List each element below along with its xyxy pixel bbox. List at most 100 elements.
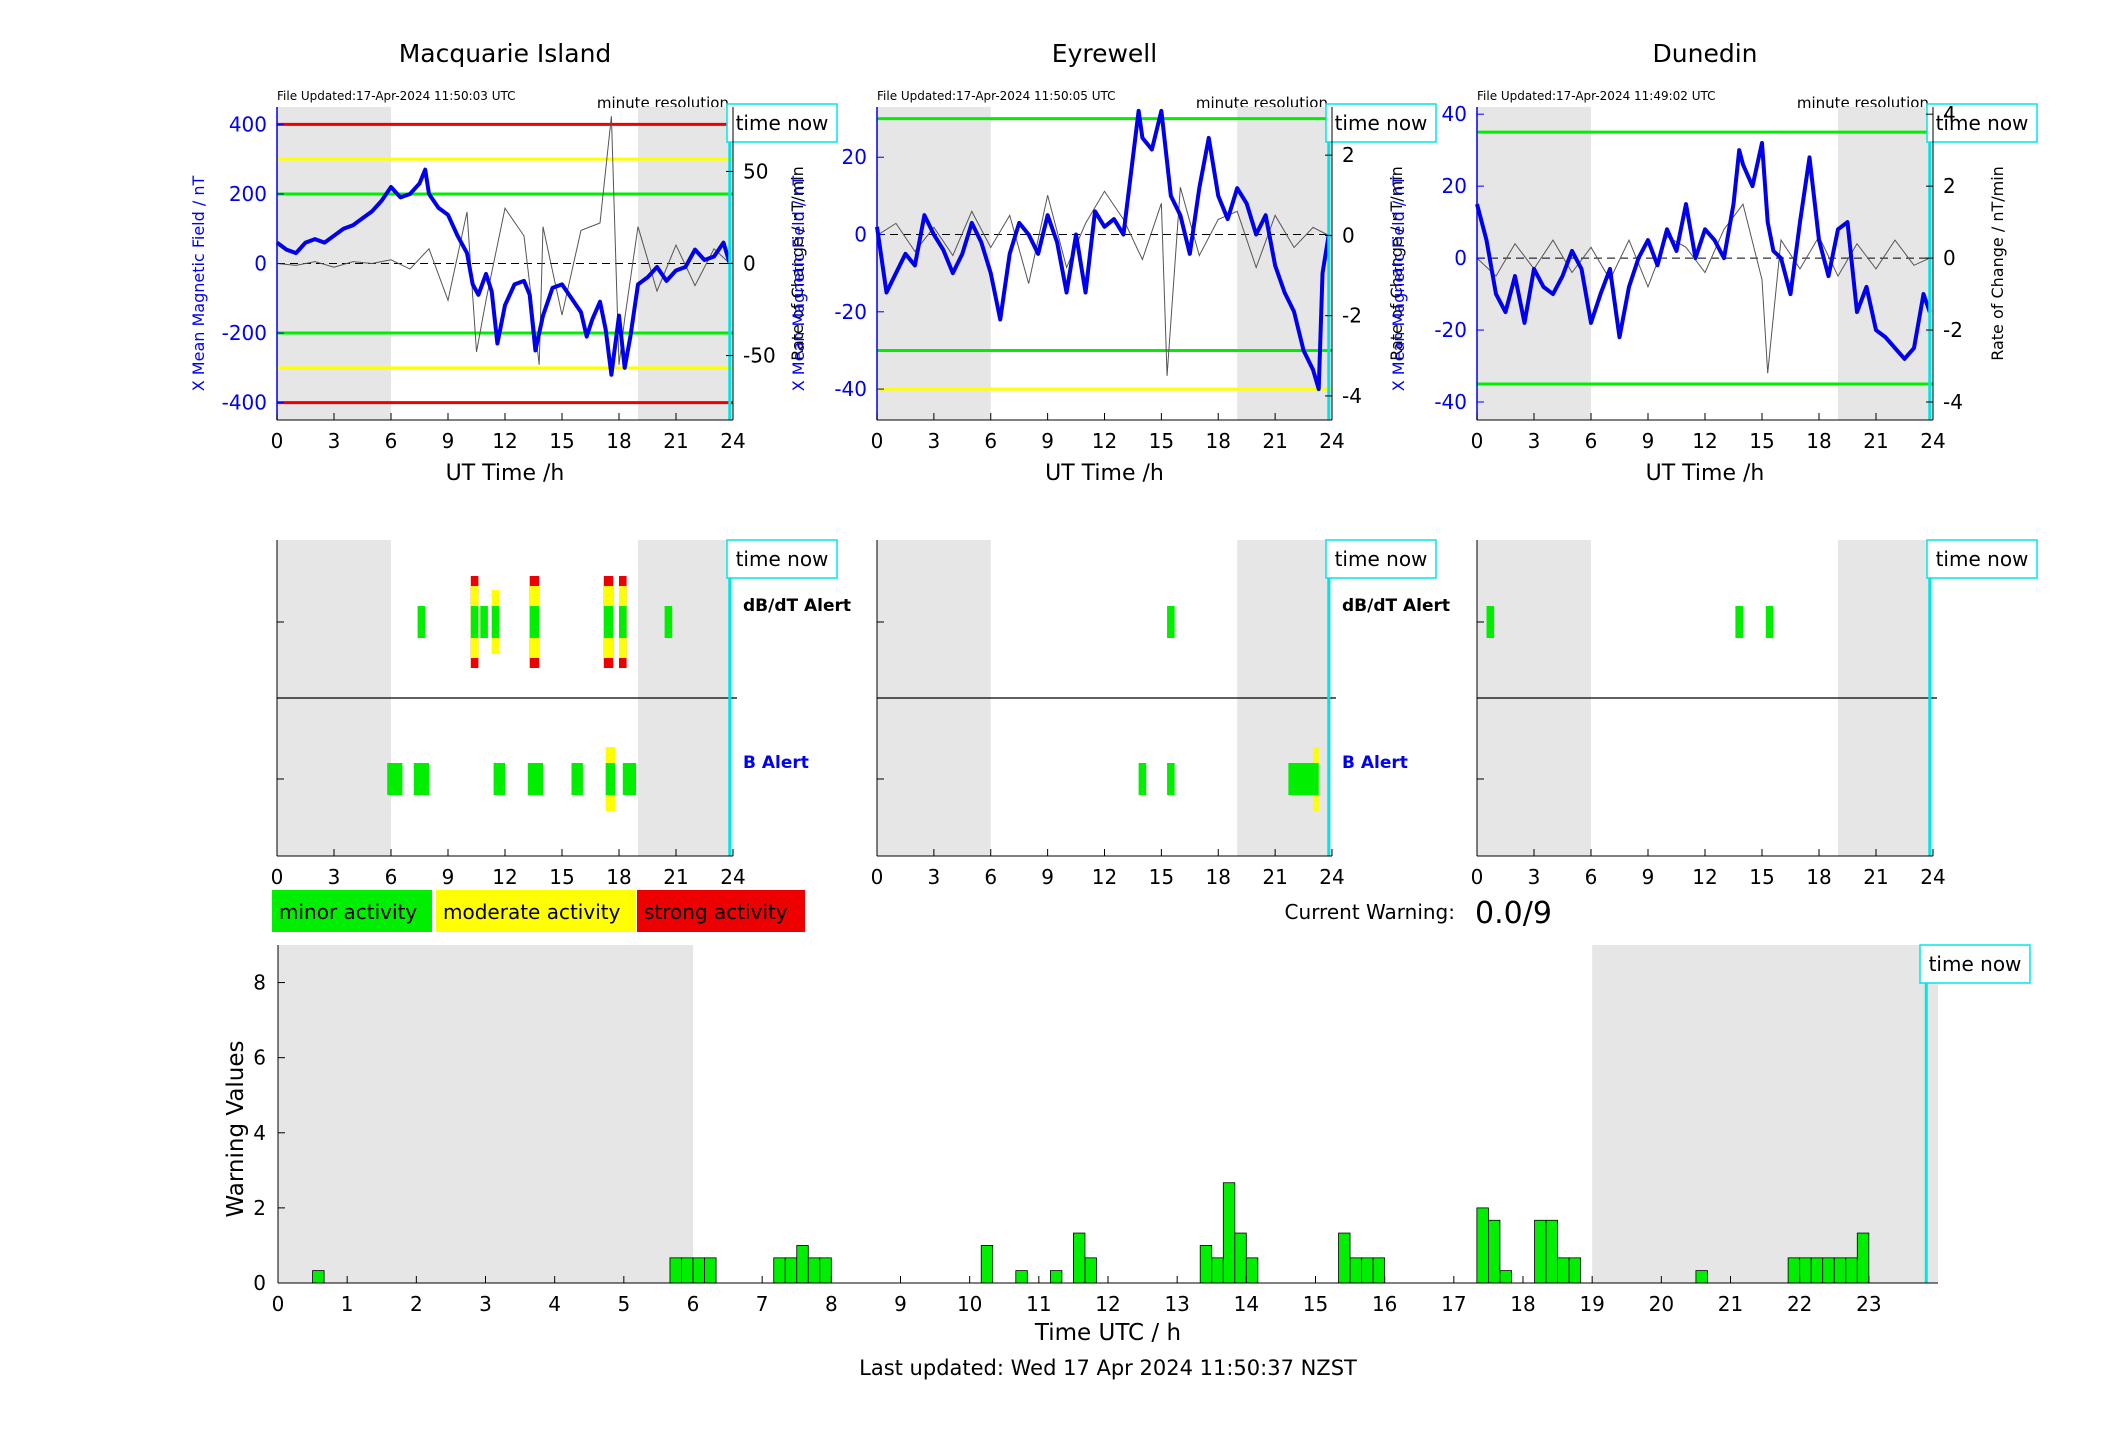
field-panel-2-xtick-label: 0 <box>871 429 884 453</box>
legend-label-minor: minor activity <box>279 900 417 924</box>
warning-bar <box>1822 1257 1835 1284</box>
alert-panel-1-xtick-label: 12 <box>492 865 517 889</box>
field-panel-3-xlabel: UT Time /h <box>1646 461 1765 486</box>
warning-bar <box>1361 1257 1374 1284</box>
warning-time-now-label: time now <box>1929 952 2022 976</box>
field-panel-1-ytick-label: -400 <box>222 391 267 415</box>
field-panel-1-xtick-label: 18 <box>606 429 631 453</box>
warning-bar <box>1856 1232 1870 1284</box>
field-panel-3-xtick-label: 12 <box>1692 429 1717 453</box>
warning-xtick-label: 17 <box>1441 1292 1466 1316</box>
field-panel-2-rtick-label: -4 <box>1342 384 1362 408</box>
field-panel-3-rtick-label: -4 <box>1943 390 1963 414</box>
legend-swatch-moderate <box>436 890 636 932</box>
field-panel-2-night-band <box>1237 107 1332 420</box>
alert-panel-3-dbdt-event-minor <box>1765 606 1774 638</box>
field-panel-2-time-now: time now <box>1325 103 1437 143</box>
warning-ytick-label: 0 <box>253 1271 266 1295</box>
alert-panel-3-xtick-label: 3 <box>1528 865 1541 889</box>
field-panel-2-ytick-label: 0 <box>854 223 867 247</box>
warning-xtick-label: 2 <box>410 1292 423 1316</box>
warning-xtick-label: 1 <box>341 1292 354 1316</box>
field-panel-2-file-updated: File Updated:17-Apr-2024 11:50:05 UTC <box>877 89 1116 103</box>
warning-ylabel: Warning Values <box>223 1040 249 1217</box>
warning-xtick-label: 13 <box>1164 1292 1189 1316</box>
alert-panel-1-dbdt-event-minor <box>480 606 488 638</box>
warning-xtick-label: 23 <box>1856 1292 1881 1316</box>
warning-xtick-label: 18 <box>1510 1292 1535 1316</box>
field-panel-2-rtick-label: 0 <box>1342 223 1355 247</box>
alert-panel-1-b-event-minor <box>622 763 637 795</box>
alert-panel-1-xtick-label: 18 <box>606 865 631 889</box>
alert-panel-2-b-event-minor <box>1288 763 1314 795</box>
warning-ytick-label: 2 <box>253 1196 266 1220</box>
alert-panel-1-time-now-box <box>726 539 838 579</box>
alert-panel-3-xtick-label: 15 <box>1749 865 1774 889</box>
field-panel-3-rlabel: Rate of Change / nT/min <box>1988 166 2007 361</box>
alert-panel-2-time-now-label: time now <box>1335 547 1428 571</box>
current-warning-label: Current Warning: <box>1285 900 1455 924</box>
field-panel-1-ylabel: X Mean Magnetic Field / nT <box>189 176 208 392</box>
warning-xtick-label: 6 <box>687 1292 700 1316</box>
field-panel-2-xtick-label: 21 <box>1262 429 1287 453</box>
alert-panel-2-b-event-minor <box>1167 763 1175 795</box>
warning-xtick-label: 16 <box>1372 1292 1397 1316</box>
alert-panel-3-time-now-box <box>1926 539 2038 579</box>
alert-panel-1-dbdt-event-minor <box>470 606 479 638</box>
warning-bar <box>1049 1270 1063 1284</box>
warning-bar <box>1499 1270 1512 1284</box>
field-panel-3-field-series <box>1475 140 1932 361</box>
warning-xtick-label: 10 <box>957 1292 982 1316</box>
field-panel-2-ytick-label: -40 <box>834 377 867 401</box>
field-panel-1-rtick-label: 0 <box>743 252 756 276</box>
warning-xtick-label: 5 <box>617 1292 630 1316</box>
field-panel-3-rtick-label: -2 <box>1943 318 1963 342</box>
field-panel-3-night-band <box>1477 107 1591 420</box>
alert-panel-1-b-event-minor <box>571 763 583 795</box>
alert-panel-1-b-event-minor <box>387 763 403 795</box>
field-panel-3-rtick-label: 0 <box>1943 246 1956 270</box>
field-panel-2-xtick-label: 15 <box>1149 429 1174 453</box>
field-panel-2-xtick-label: 12 <box>1092 429 1117 453</box>
alert-panel-1-time-now: time now <box>726 539 838 579</box>
field-panel-3-xtick-label: 21 <box>1863 429 1888 453</box>
warning-xtick-label: 7 <box>756 1292 769 1316</box>
alert-panel-1-xtick-label: 0 <box>271 865 284 889</box>
warning-bar <box>312 1270 325 1284</box>
field-panel-2-xtick-label: 24 <box>1319 429 1344 453</box>
field-panel-2-time-now-box <box>1325 103 1437 143</box>
alert-panel-2-xtick-label: 15 <box>1149 865 1174 889</box>
alert-panel-3-dbdt-event-minor <box>1486 606 1495 638</box>
field-panel-2-time-now-label: time now <box>1335 111 1428 135</box>
field-panel-3-xtick-label: 3 <box>1528 429 1541 453</box>
field-panel-1-xtick-label: 6 <box>385 429 398 453</box>
warning-ytick-label: 4 <box>253 1121 266 1145</box>
warning-ytick-label: 6 <box>253 1046 266 1070</box>
warning-bar <box>1534 1219 1547 1284</box>
warning-bar <box>1199 1245 1213 1284</box>
warning-xlabel: Time UTC / h <box>1034 1320 1181 1346</box>
field-panel-1-rtick-label: 50 <box>743 159 768 183</box>
alert-panel-1-xtick-label: 15 <box>549 865 574 889</box>
field-panel-3-xtick-label: 24 <box>1920 429 1945 453</box>
alert-panel-3-xtick-label: 0 <box>1471 865 1484 889</box>
warning-xtick-label: 22 <box>1787 1292 1812 1316</box>
field-panel-1-xtick-label: 21 <box>663 429 688 453</box>
alert-panel-1-dbdt-event-minor <box>529 606 540 638</box>
legend-swatch-minor <box>272 890 432 932</box>
alert-panel-1-xtick-label: 6 <box>385 865 398 889</box>
warning-bar <box>1695 1270 1708 1284</box>
warning-time-now: time now <box>1919 944 2031 984</box>
field-panel-3-xtick-label: 6 <box>1585 429 1598 453</box>
warning-xtick-label: 0 <box>272 1292 285 1316</box>
warning-xtick-label: 15 <box>1303 1292 1328 1316</box>
alert-panel-1-xtick-label: 24 <box>720 865 745 889</box>
alert-panel-2-xtick-label: 21 <box>1262 865 1287 889</box>
alert-panel-2-xtick-label: 24 <box>1319 865 1344 889</box>
warning-ytick-label: 8 <box>253 971 266 995</box>
field-panel-2-night-band <box>877 107 991 420</box>
warning-xtick-label: 8 <box>825 1292 838 1316</box>
alert-panel-3-xtick-label: 9 <box>1642 865 1655 889</box>
alert-panel-1-dbdt-event-minor <box>619 606 627 638</box>
warning-bar <box>1488 1219 1501 1284</box>
